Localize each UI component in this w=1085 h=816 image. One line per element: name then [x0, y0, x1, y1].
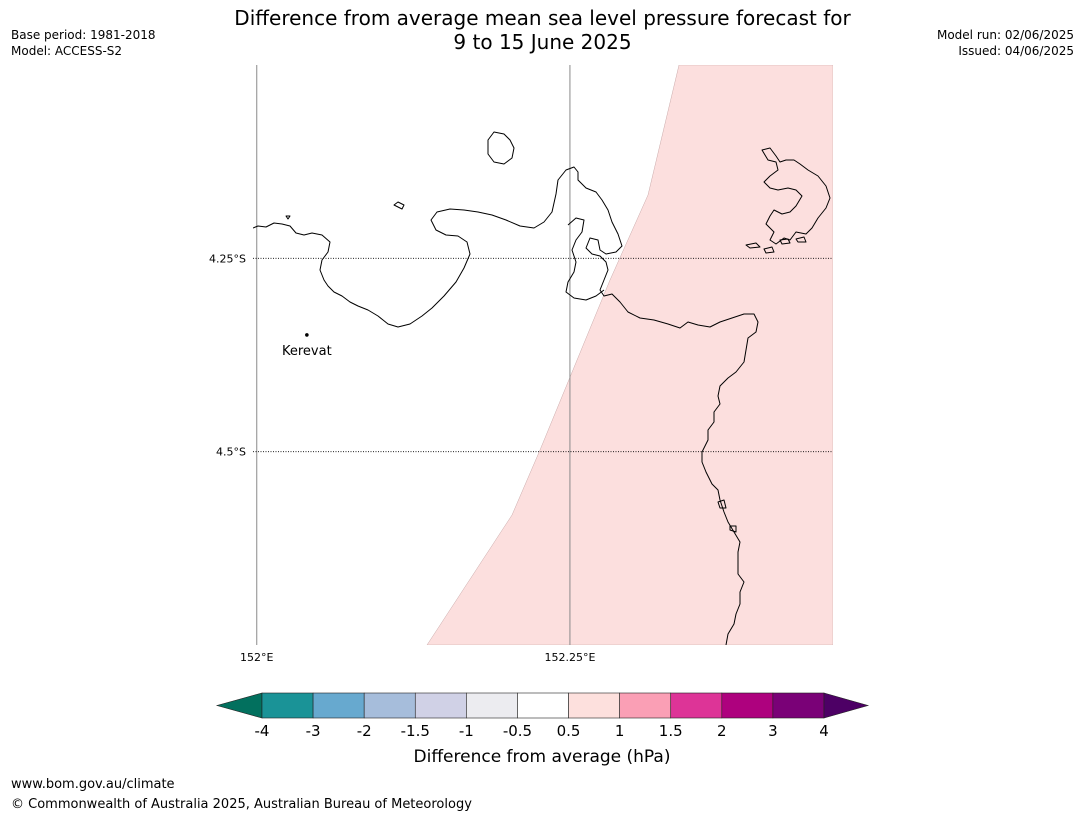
model-text: Model: ACCESS-S2: [11, 44, 123, 58]
coastline-peninsula-inlet: [565, 217, 605, 301]
coastline-new-britain-north: [253, 166, 759, 645]
longitude-tick-labels: 152°E 152.25°E: [240, 651, 595, 664]
colorbar-box-2: [363, 692, 416, 719]
parallel-lines: [253, 257, 833, 453]
coastline-islet-6: [779, 238, 791, 245]
coastline-islet-9: [729, 525, 737, 533]
colorbar-tick-label-4: -1: [459, 722, 474, 740]
colorbar-tick-label-5: -0.5: [503, 722, 532, 740]
coastline-islet-1: [487, 131, 515, 165]
colorbar-box-10: [772, 692, 825, 719]
coastline-islet-8: [717, 499, 727, 509]
model-run-text: Model run: 02/06/2025: [936, 28, 1074, 42]
colorbar-tick-label-0: -4: [255, 722, 270, 740]
coastline-islet-4: [745, 242, 761, 249]
colorbar-box-1: [312, 692, 365, 719]
colorbar-box-6: [568, 692, 620, 719]
anomaly-region-fill: [426, 65, 833, 645]
colorbar-tick-label-7: 1: [615, 722, 625, 740]
map-panel: Kerevat 152°E 152.25°E 4.25°S 4.5°S: [209, 65, 833, 664]
coastline-islet-7: [795, 236, 807, 243]
coastline-islet-5: [763, 246, 775, 254]
latitude-tick-labels: 4.25°S 4.5°S: [209, 252, 246, 458]
colorbar-tick-label-3: -1.5: [401, 722, 430, 740]
latitude-tick-label-0: 4.25°S: [209, 252, 246, 265]
coastline-islet-2: [393, 201, 405, 210]
colorbar-tick-label-2: -2: [357, 722, 372, 740]
colorbar-tick-label-10: 3: [768, 722, 778, 740]
colorbar-tick-labels: -4 -3 -2 -1.5 -1 -0.5 0.5 1 1.5 2 3 4: [255, 722, 829, 740]
colorbar-box-8: [670, 692, 723, 719]
issued-text: Issued: 04/06/2025: [958, 44, 1074, 58]
longitude-tick-label-0: 152°E: [240, 651, 273, 664]
kerevat-label: Kerevat: [282, 344, 332, 359]
title-line-2: 9 to 15 June 2025: [453, 30, 632, 54]
colorbar-extend-high: [823, 692, 870, 719]
colorbar-box-7: [619, 692, 672, 719]
colorbar-extend-low: [215, 692, 263, 719]
chart-title: Difference from average mean sea level p…: [0, 6, 1085, 54]
colorbar-box-9: [721, 692, 774, 719]
coastline-duke-of-york-islands: [761, 147, 831, 245]
footer: www.bom.gov.au/climate © Commonwealth of…: [11, 775, 472, 815]
meridian-lines: [256, 65, 571, 645]
longitude-tick-label-1: 152.25°E: [544, 651, 595, 664]
colorbar-boxes: [215, 692, 870, 719]
footer-url: www.bom.gov.au/climate: [11, 777, 175, 792]
coastline-islet-3: [285, 215, 291, 220]
kerevat-marker: [305, 333, 309, 337]
base-period-text: Base period: 1981-2018: [11, 28, 156, 42]
colorbar: -4 -3 -2 -1.5 -1 -0.5 0.5 1 1.5 2 3 4 Difference fr…: [215, 692, 870, 767]
latitude-tick-label-1: 4.5°S: [216, 446, 246, 459]
title-line-1: Difference from average mean sea level p…: [234, 6, 851, 30]
colorbar-box-0: [261, 692, 314, 719]
colorbar-tick-label-11: 4: [819, 722, 829, 740]
colorbar-tick-label-9: 2: [717, 722, 727, 740]
colorbar-tick-label-8: 1.5: [659, 722, 683, 740]
meta-left: Base period: 1981-2018 Model: ACCESS-S2: [11, 27, 156, 59]
meta-right: Model run: 02/06/2025 Issued: 04/06/2025: [937, 27, 1074, 59]
colorbar-box-4: [466, 692, 518, 719]
colorbar-box-5: [517, 692, 569, 719]
coastline: [253, 131, 831, 645]
colorbar-box-3: [414, 692, 467, 719]
colorbar-title: Difference from average (hPa): [414, 747, 671, 767]
colorbar-tick-label-6: 0.5: [557, 722, 581, 740]
colorbar-tick-label-1: -3: [306, 722, 321, 740]
footer-copyright: © Commonwealth of Australia 2025, Austra…: [11, 797, 472, 812]
